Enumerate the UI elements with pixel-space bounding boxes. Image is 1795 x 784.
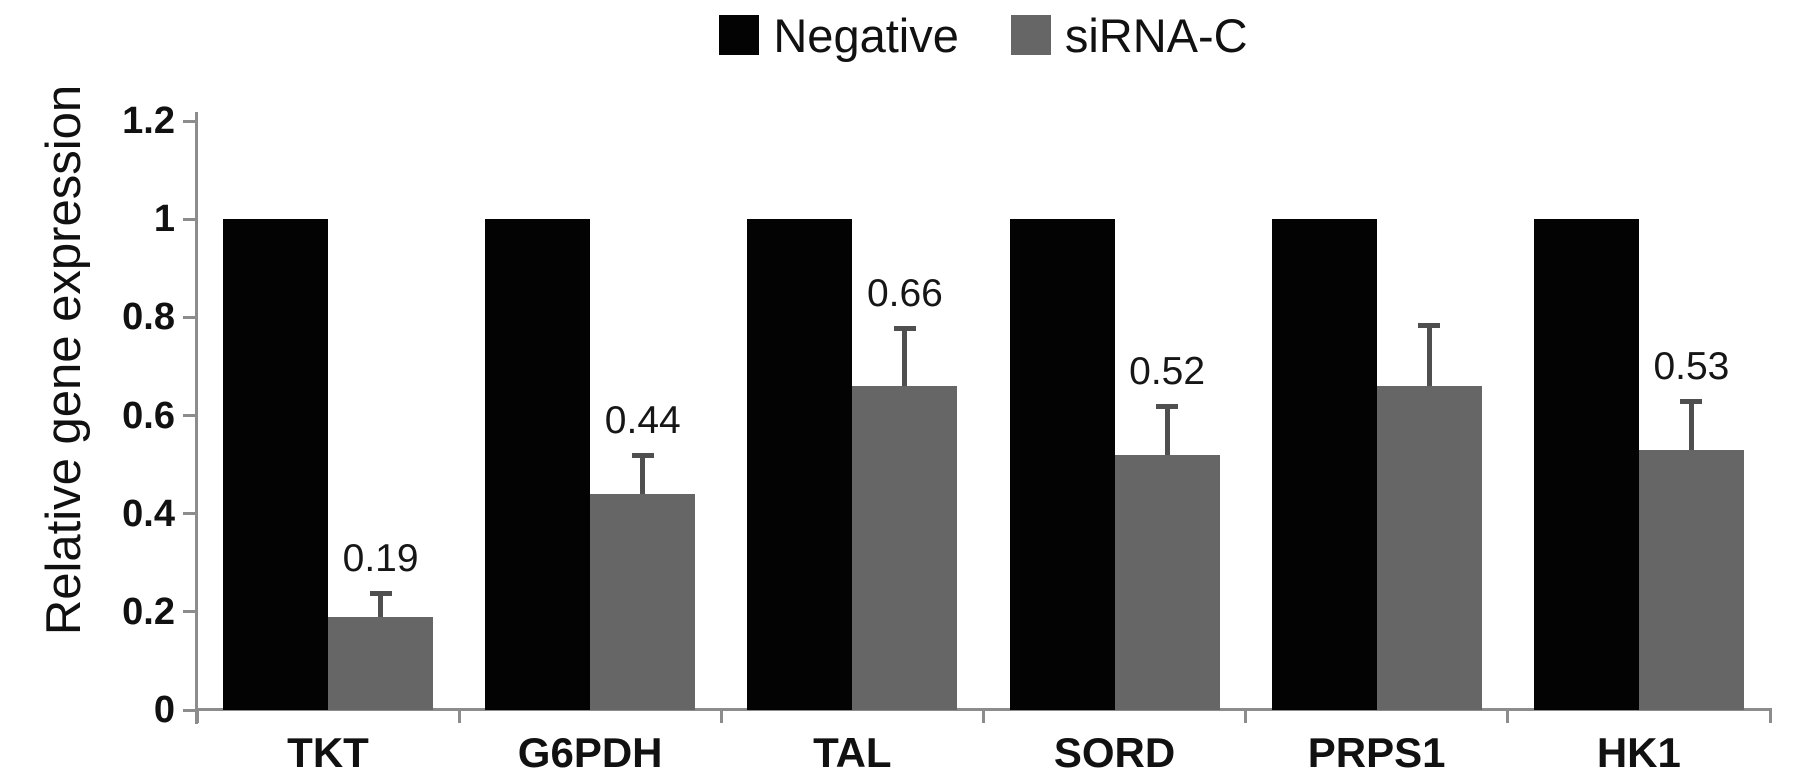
error-bar-stem <box>902 329 908 387</box>
x-tick-mark <box>1506 710 1510 723</box>
y-tick-label: 0.2 <box>122 590 175 633</box>
legend-item-sirna: siRNA-C <box>1010 8 1248 62</box>
value-label: 0.53 <box>1653 345 1730 389</box>
value-label: 0.52 <box>1129 350 1206 394</box>
x-tick-mark <box>457 710 461 723</box>
legend-label-sirna: siRNA-C <box>1064 8 1248 62</box>
x-category-label: HK1 <box>1596 729 1681 776</box>
error-bar-cap <box>1680 399 1703 405</box>
y-tick-mark <box>183 610 197 614</box>
y-tick-mark <box>183 512 197 516</box>
x-category-label: TKT <box>287 729 369 776</box>
y-tick-mark <box>183 315 197 319</box>
error-bar-cap <box>631 453 654 459</box>
bar-sirna-g6pdh <box>590 494 696 710</box>
x-tick-mark <box>719 710 723 723</box>
y-tick-label: 1 <box>153 198 175 241</box>
y-tick-label: 0.8 <box>122 296 175 339</box>
x-category-label: TAL <box>813 729 892 776</box>
y-tick-label: 0.4 <box>122 492 175 535</box>
y-axis-line <box>195 112 198 724</box>
legend: Negative siRNA-C <box>197 6 1770 64</box>
value-label: 0.19 <box>342 536 419 580</box>
x-tick-mark <box>195 710 199 723</box>
error-bar-stem <box>640 457 646 495</box>
y-tick-mark <box>183 414 197 417</box>
x-category-label: G6PDH <box>517 729 663 776</box>
bar-sirna-sord <box>1114 454 1220 710</box>
y-tick-mark <box>183 217 197 221</box>
error-bar-cap <box>893 325 916 331</box>
y-tick-label: 0.6 <box>122 394 175 437</box>
x-tick-mark <box>1768 710 1772 723</box>
legend-swatch-sirna <box>1010 15 1051 55</box>
bar-negative-g6pdh <box>485 219 591 710</box>
x-category-label: SORD <box>1053 729 1176 776</box>
x-tick-mark <box>982 710 985 723</box>
y-tick-label: 1.2 <box>122 100 175 142</box>
error-bar-cap <box>369 590 392 596</box>
x-category-label: PRPS1 <box>1307 729 1446 776</box>
error-bar-stem <box>378 594 384 617</box>
bar-sirna-tkt <box>328 616 434 710</box>
bar-negative-prps1 <box>1271 219 1377 710</box>
legend-swatch-negative <box>719 15 760 55</box>
value-label: 0.66 <box>866 271 943 315</box>
error-bar-stem <box>1426 327 1432 387</box>
bar-sirna-prps1 <box>1376 386 1482 710</box>
bar-negative-sord <box>1009 219 1115 710</box>
bar-sirna-tal <box>852 386 958 710</box>
bar-negative-tkt <box>223 219 329 710</box>
legend-item-negative: Negative <box>719 12 959 59</box>
bar-negative-hk1 <box>1533 219 1639 710</box>
error-bar-stem <box>1688 403 1694 450</box>
error-bar-stem <box>1164 408 1170 455</box>
bar-sirna-hk1 <box>1638 449 1744 710</box>
bar-negative-tal <box>747 219 853 710</box>
error-bar-cap <box>1156 404 1179 410</box>
y-tick-label: 0 <box>153 689 175 731</box>
x-axis-line <box>195 708 1772 711</box>
legend-label-negative: Negative <box>773 8 959 62</box>
x-tick-mark <box>1244 710 1248 723</box>
value-label: 0.44 <box>604 399 681 443</box>
y-tick-mark <box>183 119 197 123</box>
y-tick-mark <box>183 708 197 712</box>
error-bar-cap <box>1418 323 1441 329</box>
